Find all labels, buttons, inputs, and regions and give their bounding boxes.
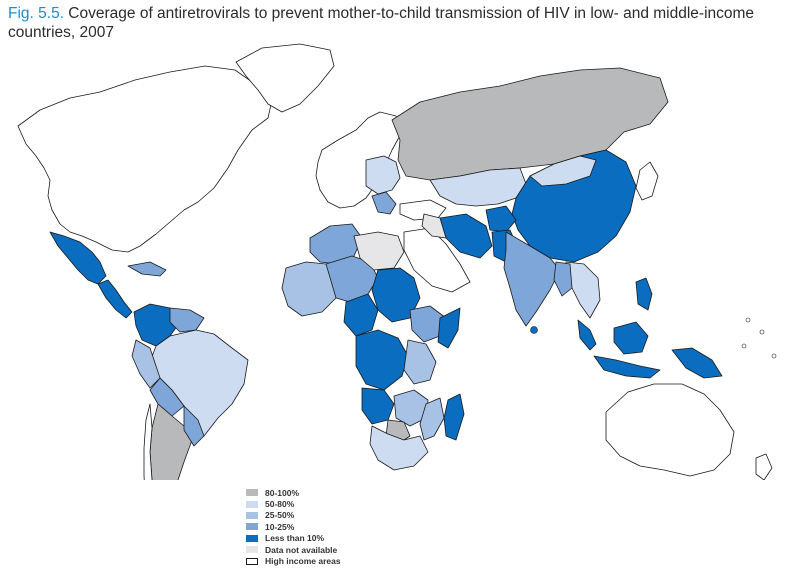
- legend-item: 25-50%: [246, 510, 341, 521]
- world-map: [17, 43, 777, 480]
- legend-label: 25-50%: [265, 510, 295, 521]
- region-sudan: [371, 267, 421, 323]
- region-central-america: [97, 279, 133, 319]
- region-pacific-island-2: [759, 329, 765, 335]
- figure-caption: Coverage of antiretrovirals to prevent m…: [8, 5, 755, 41]
- legend-item: Less than 10%: [246, 533, 341, 544]
- legend-label: Less than 10%: [265, 533, 325, 544]
- legend-label: 80-100%: [265, 487, 300, 498]
- region-peru: [131, 339, 161, 389]
- map-legend: 80-100% 50-80% 25-50% 10-25% Less than 1…: [246, 487, 341, 567]
- region-eastern-europe: [365, 155, 401, 195]
- region-turkey: [399, 199, 447, 221]
- region-east-africa: [403, 339, 437, 385]
- region-paraguay-uruguay: [183, 405, 205, 447]
- region-pacific-island-4: [771, 353, 777, 359]
- region-south-africa: [369, 425, 429, 471]
- region-borneo: [613, 321, 649, 355]
- legend-label: High income areas: [265, 556, 341, 567]
- region-russia: [391, 67, 669, 181]
- legend-item: 50-80%: [246, 498, 341, 509]
- region-mexico: [49, 231, 107, 285]
- legend-item: High income areas: [246, 555, 341, 566]
- region-north-america: [17, 65, 273, 253]
- region-chile: [143, 403, 153, 480]
- region-india: [503, 231, 561, 327]
- region-west-africa: [281, 261, 341, 317]
- region-indonesia: [593, 355, 661, 379]
- region-iran: [439, 213, 493, 259]
- region-iraq: [421, 213, 447, 239]
- figure-label: Fig. 5.5.: [8, 5, 64, 22]
- legend-label: Data not available: [265, 544, 338, 555]
- region-madagascar: [443, 393, 465, 441]
- region-mongolia: [529, 155, 597, 187]
- legend-swatch: [246, 523, 258, 531]
- region-pacific-island-1: [745, 317, 751, 323]
- region-sri-lanka: [530, 326, 538, 334]
- legend-swatch: [246, 546, 258, 554]
- region-philippines: [635, 277, 653, 311]
- region-north-africa: [309, 223, 363, 265]
- region-myanmar: [553, 261, 573, 297]
- region-balkans: [371, 191, 397, 215]
- region-png: [671, 347, 723, 379]
- legend-item: 10-25%: [246, 521, 341, 532]
- legend-swatch: [246, 534, 258, 542]
- legend-label: 10-25%: [265, 521, 295, 532]
- region-angola: [361, 387, 395, 425]
- legend-item: Data not available: [246, 544, 341, 555]
- region-somalia: [437, 307, 461, 349]
- region-caribbean: [127, 261, 167, 277]
- legend-label: 50-80%: [265, 499, 295, 510]
- region-greenland: [235, 43, 335, 113]
- region-central-africa: [355, 329, 409, 391]
- region-japan: [635, 161, 659, 201]
- legend-swatch: [246, 489, 258, 497]
- region-new-zealand: [755, 453, 773, 480]
- region-chad-niger: [343, 293, 379, 337]
- region-mozambique: [419, 397, 445, 441]
- legend-swatch: [246, 511, 258, 519]
- region-libya-egypt: [353, 231, 405, 271]
- region-afghanistan: [485, 205, 517, 233]
- region-pacific-island-3: [741, 343, 747, 349]
- region-malaysia: [577, 319, 597, 351]
- figure-title: Fig. 5.5. Coverage of antiretrovirals to…: [8, 4, 778, 42]
- legend-item: 80-100%: [246, 487, 341, 498]
- region-australia: [605, 383, 735, 477]
- legend-swatch: [246, 557, 258, 565]
- legend-swatch: [246, 500, 258, 508]
